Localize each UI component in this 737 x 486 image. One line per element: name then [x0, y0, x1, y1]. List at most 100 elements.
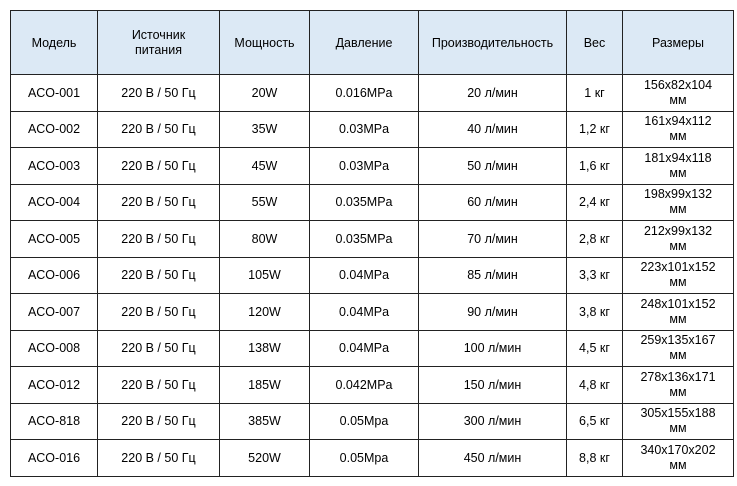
- table-cell: 0.016MPa: [309, 74, 419, 112]
- table-cell: 198x99x132 мм: [622, 183, 734, 221]
- header-cell: Мощность: [219, 10, 310, 75]
- header-cell: Модель: [10, 10, 98, 75]
- table-cell: 80W: [219, 220, 310, 258]
- spec-table: Модель Источник питания Мощность Давление Пр…: [10, 10, 734, 477]
- table-cell: 90 л/мин: [418, 293, 567, 331]
- table-cell: 40 л/мин: [418, 110, 567, 148]
- cell-text: 0.05Mpa: [339, 414, 389, 429]
- header-text: Вес: [583, 35, 606, 50]
- table-cell: 0.03MPa: [309, 110, 419, 148]
- table-cell: 0.035MPa: [309, 183, 419, 221]
- header-text: Мощность: [234, 35, 295, 50]
- table-cell: ACO-001: [10, 74, 98, 112]
- table-cell: 220 В / 50 Гц: [97, 293, 220, 331]
- table-cell: 1 кг: [566, 74, 623, 112]
- cell-text: 220 В / 50 Гц: [121, 304, 196, 319]
- table-cell: 220 В / 50 Гц: [97, 256, 220, 294]
- cell-text: 340x170x202 мм: [640, 442, 716, 472]
- table-cell: 0.04MPa: [309, 329, 419, 367]
- cell-text: ACO-007: [27, 304, 81, 319]
- cell-text: 181x94x118 мм: [644, 150, 712, 180]
- table-cell: 3,3 кг: [566, 256, 623, 294]
- cell-text: 150 л/мин: [463, 377, 522, 392]
- cell-text: 220 В / 50 Гц: [121, 85, 196, 100]
- cell-text: 80W: [251, 231, 278, 246]
- cell-text: ACO-006: [27, 268, 81, 283]
- cell-text: 220 В / 50 Гц: [121, 450, 196, 465]
- cell-text: 1,2 кг: [579, 122, 610, 137]
- header-text: Производительность: [431, 35, 554, 50]
- header-cell: Размеры: [622, 10, 734, 75]
- table-cell: 100 л/мин: [418, 329, 567, 367]
- table-cell: 105W: [219, 256, 310, 294]
- cell-text: 0.016MPa: [335, 85, 393, 100]
- table-cell: 156x82x104 мм: [622, 74, 734, 112]
- cell-text: 259x135x167 мм: [640, 333, 716, 363]
- table-cell: 0.04MPa: [309, 293, 419, 331]
- cell-text: ACO-012: [27, 377, 81, 392]
- header-text: Размеры: [652, 35, 704, 50]
- cell-text: 2,8 кг: [579, 231, 610, 246]
- cell-text: 6,5 кг: [579, 414, 610, 429]
- cell-text: 3,3 кг: [579, 268, 610, 283]
- table-row: ACO-007 220 В / 50 Гц 120W 0.04MPa 90 л/мин 3…: [10, 293, 734, 331]
- cell-text: 220 В / 50 Гц: [121, 268, 196, 283]
- cell-text: 50 л/мин: [467, 158, 518, 173]
- cell-text: 0.05Mpa: [339, 450, 389, 465]
- table-cell: ACO-004: [10, 183, 98, 221]
- cell-text: 55W: [251, 195, 278, 210]
- cell-text: 20 л/мин: [467, 85, 518, 100]
- cell-text: 212x99x132 мм: [643, 223, 713, 253]
- header-cell: Вес: [566, 10, 623, 75]
- table-cell: 248x101x152 мм: [622, 293, 734, 331]
- table-cell: 2,4 кг: [566, 183, 623, 221]
- table-cell: 220 В / 50 Гц: [97, 366, 220, 404]
- table-cell: 70 л/мин: [418, 220, 567, 258]
- cell-text: 385W: [248, 414, 281, 429]
- table-cell: 220 В / 50 Гц: [97, 147, 220, 185]
- cell-text: 1 кг: [584, 85, 605, 100]
- table-cell: 161x94x112 мм: [622, 110, 734, 148]
- cell-text: 220 В / 50 Гц: [121, 158, 196, 173]
- cell-text: 0.03MPa: [338, 158, 390, 173]
- cell-text: 4,8 кг: [579, 377, 610, 392]
- table-row: ACO-008 220 В / 50 Гц 138W 0.04MPa 100 л/мин…: [10, 329, 734, 367]
- table-cell: 50 л/мин: [418, 147, 567, 185]
- table-cell: 220 В / 50 Гц: [97, 220, 220, 258]
- table-cell: ACO-006: [10, 256, 98, 294]
- cell-text: 0.04MPa: [338, 341, 390, 356]
- table-cell: 300 л/мин: [418, 402, 567, 440]
- table-cell: 220 В / 50 Гц: [97, 439, 220, 477]
- cell-text: 198x99x132 мм: [643, 187, 713, 217]
- cell-text: 0.035MPa: [335, 195, 393, 210]
- cell-text: 220 В / 50 Гц: [121, 414, 196, 429]
- cell-text: 90 л/мин: [467, 304, 518, 319]
- table-cell: 2,8 кг: [566, 220, 623, 258]
- cell-text: 220 В / 50 Гц: [121, 195, 196, 210]
- header-text: Давление: [335, 35, 393, 50]
- header-text: Модель: [31, 35, 77, 50]
- cell-text: 220 В / 50 Гц: [121, 341, 196, 356]
- cell-text: 220 В / 50 Гц: [121, 122, 196, 137]
- table-cell: 20 л/мин: [418, 74, 567, 112]
- table-cell: 55W: [219, 183, 310, 221]
- table-cell: ACO-818: [10, 402, 98, 440]
- cell-text: 85 л/мин: [467, 268, 518, 283]
- cell-text: ACO-003: [27, 158, 81, 173]
- table-cell: 212x99x132 мм: [622, 220, 734, 258]
- table-cell: ACO-008: [10, 329, 98, 367]
- cell-text: 223x101x152 мм: [640, 260, 716, 290]
- table-cell: ACO-012: [10, 366, 98, 404]
- cell-text: 248x101x152 мм: [640, 296, 716, 326]
- table-cell: 35W: [219, 110, 310, 148]
- table-cell: 278x136x171 мм: [622, 366, 734, 404]
- cell-text: 105W: [248, 268, 281, 283]
- cell-text: 161x94x112 мм: [644, 114, 712, 144]
- table-cell: 45W: [219, 147, 310, 185]
- table-cell: 305x155x188 мм: [622, 402, 734, 440]
- table-cell: 0.035MPa: [309, 220, 419, 258]
- cell-text: 450 л/мин: [463, 450, 522, 465]
- cell-text: 35W: [251, 122, 278, 137]
- cell-text: 220 В / 50 Гц: [121, 231, 196, 246]
